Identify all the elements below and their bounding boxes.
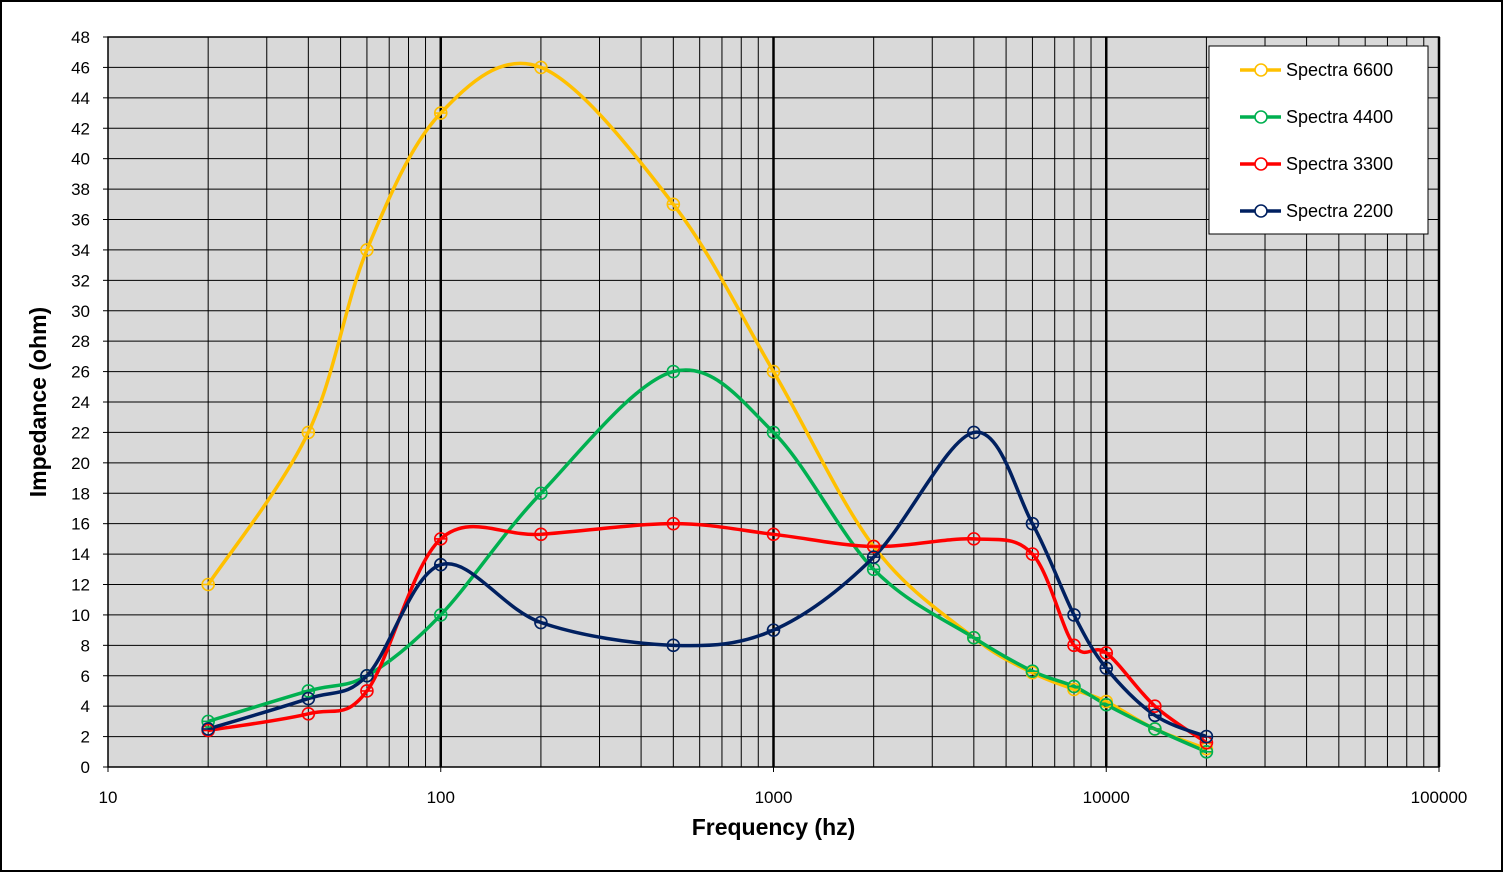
data-point: [1099, 661, 1114, 675]
y-tick-label: 8: [81, 636, 90, 655]
data-point: [1067, 638, 1081, 653]
y-tick-label: 48: [71, 28, 90, 47]
data-point: [301, 425, 316, 440]
y-tick-label: 2: [81, 728, 90, 747]
data-point: [866, 550, 881, 564]
data-point: [666, 638, 681, 653]
data-point: [766, 623, 781, 637]
legend-item: Spectra 2200: [1240, 201, 1393, 221]
data-point: [1099, 697, 1114, 712]
legend-label: Spectra 4400: [1286, 107, 1393, 127]
data-point: [1148, 708, 1162, 723]
data-point: [360, 684, 374, 698]
data-point: [201, 722, 215, 736]
data-point: [766, 364, 781, 379]
y-axis-title: Impedance (ohm): [25, 307, 51, 497]
y-tick-label: 16: [71, 515, 90, 534]
x-tick-label: 10: [99, 788, 118, 807]
y-tick-label: 30: [71, 302, 90, 321]
legend-item: Spectra 3300: [1240, 154, 1393, 174]
data-point: [433, 106, 448, 120]
data-point: [666, 364, 681, 379]
y-tick-label: 20: [71, 454, 90, 473]
data-point: [866, 539, 881, 554]
legend-label: Spectra 3300: [1286, 154, 1393, 174]
y-tick-label: 46: [71, 58, 90, 77]
legend-label: Spectra 6600: [1286, 60, 1393, 80]
y-tick-label: 44: [71, 89, 90, 108]
y-tick-label: 42: [71, 119, 90, 138]
data-point: [201, 577, 215, 592]
data-point: [766, 425, 781, 440]
data-point: [967, 630, 981, 645]
data-point: [1025, 516, 1040, 531]
data-point: [1148, 699, 1162, 713]
y-tick-labels: 0246810121416182022242628303234363840424…: [71, 28, 108, 777]
data-point: [433, 608, 448, 622]
data-point: [967, 532, 981, 546]
x-axis-title: Frequency (hz): [692, 814, 856, 840]
y-tick-label: 6: [81, 667, 90, 686]
x-tick-label: 1000: [755, 788, 793, 807]
legend-item: Spectra 6600: [1240, 60, 1393, 80]
y-tick-label: 12: [71, 576, 90, 595]
x-tick-label: 10000: [1083, 788, 1130, 807]
y-tick-label: 32: [71, 271, 90, 290]
legend: Spectra 6600 Spectra 4400 Spectra 3300 Spec…: [1208, 45, 1429, 235]
series-line: [207, 430, 1208, 739]
data-point: [301, 691, 316, 706]
data-point: [1025, 547, 1040, 561]
data-point: [1067, 608, 1081, 622]
legend-marker: [1254, 63, 1268, 77]
legend-box: [1208, 45, 1429, 235]
legend-marker: [1254, 110, 1268, 124]
series-markers: [201, 60, 1214, 759]
data-point: [433, 557, 448, 572]
legend-item: Spectra 4400: [1240, 107, 1393, 127]
y-tick-label: 28: [71, 332, 90, 351]
y-tick-label: 40: [71, 150, 90, 169]
y-tick-label: 4: [81, 697, 90, 716]
data-point: [301, 706, 316, 721]
y-tick-label: 22: [71, 423, 90, 442]
plot-border: [107, 36, 1440, 768]
data-point: [1199, 729, 1214, 744]
y-tick-label: 14: [71, 545, 90, 564]
y-tick-label: 18: [71, 484, 90, 503]
x-tick-labels: 10 100 1000 10000 100000: [99, 767, 1468, 807]
data-point: [534, 60, 548, 75]
data-point: [1148, 722, 1162, 736]
data-point: [201, 714, 215, 729]
data-point: [1199, 744, 1214, 759]
data-point: [433, 532, 448, 546]
y-tick-label: 26: [71, 363, 90, 382]
y-tick-label: 10: [71, 606, 90, 625]
data-point: [360, 243, 374, 257]
data-point: [534, 486, 548, 501]
data-point: [301, 684, 316, 698]
data-point: [967, 425, 981, 440]
data-point: [666, 197, 681, 212]
data-point: [1067, 679, 1081, 694]
x-tick-label: 100000: [1411, 788, 1468, 807]
y-tick-label: 34: [71, 241, 90, 260]
data-point: [534, 615, 548, 630]
data-point: [360, 668, 374, 683]
data-point: [1099, 646, 1114, 660]
y-tick-label: 38: [71, 180, 90, 199]
y-tick-label: 36: [71, 211, 90, 230]
legend-label: Spectra 2200: [1286, 201, 1393, 221]
x-tick-label: 100: [427, 788, 455, 807]
y-tick-label: 24: [71, 393, 90, 412]
data-point: [766, 527, 781, 542]
data-point: [1025, 664, 1040, 678]
data-point: [534, 527, 548, 542]
y-tick-label: 0: [81, 758, 90, 777]
legend-marker: [1254, 204, 1268, 218]
data-point: [666, 516, 681, 531]
legend-marker: [1254, 157, 1268, 171]
